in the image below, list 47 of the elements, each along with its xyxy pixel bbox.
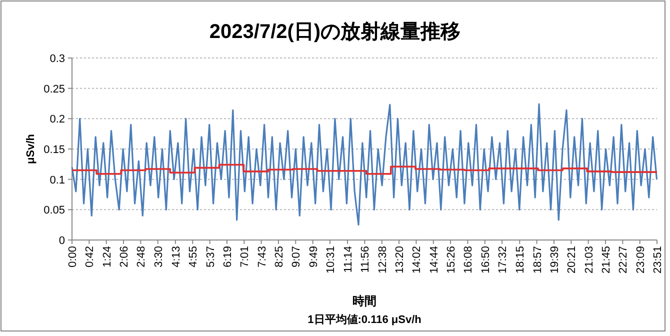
x-tick-label: 13:20 xyxy=(394,246,406,274)
x-tick-label: 3:30 xyxy=(152,246,165,268)
x-tick-label: 7:43 xyxy=(256,246,268,268)
x-tick-label: 21:03 xyxy=(583,246,596,274)
x-tick-label: 12:38 xyxy=(376,246,389,274)
x-tick-label: 19:39 xyxy=(548,246,561,274)
x-tick-label: 2:48 xyxy=(136,246,148,268)
x-tick-label: 18:15 xyxy=(514,246,527,274)
x-tick-label: 20:21 xyxy=(566,246,578,274)
x-tick-label: 0:42 xyxy=(84,246,96,268)
x-tick-label: 16:50 xyxy=(480,246,492,274)
x-tick-label: 23:51 xyxy=(652,246,664,274)
x-tick-label: 14:02 xyxy=(411,246,424,274)
x-tick-label: 14:44 xyxy=(428,246,440,274)
y-tick-label: 0.2 xyxy=(50,114,65,126)
x-tick-label: 22:27 xyxy=(618,246,630,274)
y-axis-title: μSv/h xyxy=(25,134,37,164)
x-tick-label: 23:09 xyxy=(634,246,647,274)
x-tick-label: 21:45 xyxy=(600,246,612,274)
y-tick-label: 0 xyxy=(58,235,65,247)
x-tick-label: 2:06 xyxy=(118,246,131,268)
x-tick-label: 9:07 xyxy=(290,246,303,268)
line-series xyxy=(71,103,658,226)
x-tick-label: 18:57 xyxy=(532,246,544,274)
x-tick-label: 8:25 xyxy=(273,246,286,268)
x-tick-label: 7:01 xyxy=(239,246,252,268)
x-tick-label: 6:19 xyxy=(222,246,234,268)
y-tick-label: 0.1 xyxy=(50,174,65,186)
text: 1日平均値:0.116 μSv/h xyxy=(308,313,422,326)
x-tick-label: 1:24 xyxy=(101,246,114,268)
x-tick-label: 9:49 xyxy=(308,246,320,268)
y-tick-label: 0.3 xyxy=(50,53,65,65)
y-tick-label: 0.05 xyxy=(44,204,65,217)
x-axis-title: 時間 xyxy=(352,294,376,308)
y-tick-label: 0.15 xyxy=(44,144,65,156)
x-tick-label: 5:37 xyxy=(204,246,217,268)
x-tick-label: 11:14 xyxy=(342,246,355,273)
x-tick-label: 11:56 xyxy=(360,246,372,273)
y-tick-label: 0.25 xyxy=(44,83,65,96)
x-tick-label: 10:31 xyxy=(324,246,337,274)
x-tick-label: 16:08 xyxy=(462,246,475,274)
x-tick-label: 4:13 xyxy=(170,246,182,268)
x-tick-label: 15:26 xyxy=(446,246,458,274)
x-tick-label: 4:55 xyxy=(188,246,200,268)
x-tick-label: 17:32 xyxy=(497,246,510,274)
x-tick-label: 0:00 xyxy=(67,246,79,268)
chart-title: 2023/7/2(日)の放射線量推移 xyxy=(209,21,461,43)
